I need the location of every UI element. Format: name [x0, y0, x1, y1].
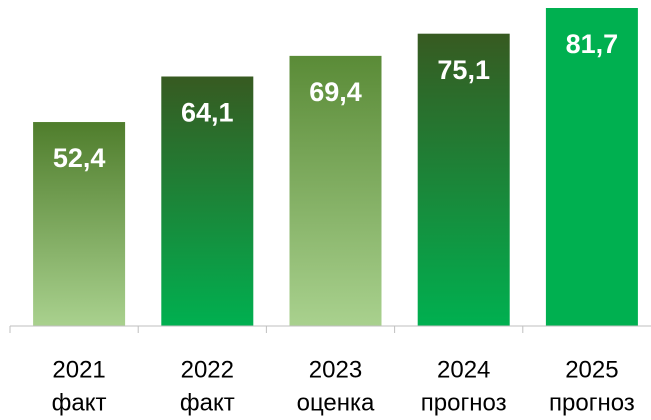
x-tick-label: 2021 — [52, 356, 105, 383]
data-label: 69,4 — [309, 77, 362, 107]
x-tick-label: 2025 — [565, 356, 618, 383]
bar — [161, 76, 254, 327]
bar — [289, 55, 382, 326]
bar — [33, 122, 126, 326]
x-tick-sublabel: прогноз — [549, 389, 635, 416]
x-tick-sublabel: оценка — [297, 389, 375, 416]
x-tick-sublabel: прогноз — [421, 389, 507, 416]
x-tick-label: 2024 — [437, 356, 490, 383]
bar — [545, 8, 638, 326]
x-tick-label: 2022 — [181, 356, 234, 383]
data-label: 81,7 — [566, 29, 619, 59]
bar — [417, 33, 510, 326]
x-tick-label: 2023 — [309, 356, 362, 383]
x-tick-sublabel: факт — [180, 389, 235, 416]
data-label: 75,1 — [437, 55, 490, 85]
data-label: 52,4 — [53, 143, 106, 173]
x-tick-sublabel: факт — [52, 389, 107, 416]
data-label: 64,1 — [181, 98, 234, 128]
